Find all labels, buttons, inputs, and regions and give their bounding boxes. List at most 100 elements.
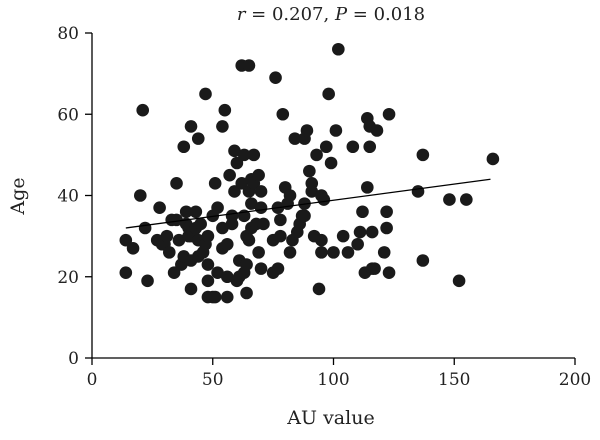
data-point — [269, 71, 282, 84]
data-point — [119, 233, 133, 247]
y-axis-label: Age — [7, 177, 29, 215]
x-tick-label: 150 — [438, 370, 470, 390]
data-point — [242, 59, 256, 72]
data-point — [153, 201, 166, 214]
data-point — [305, 185, 319, 198]
data-point — [201, 258, 215, 271]
title-r-value: = 0.207, — [245, 4, 335, 25]
data-point — [336, 229, 350, 243]
data-point — [271, 262, 285, 275]
data-point — [216, 120, 229, 133]
data-point — [225, 209, 239, 223]
data-point — [283, 189, 297, 202]
data-point — [315, 246, 328, 259]
data-point — [274, 213, 287, 227]
data-point — [452, 274, 466, 288]
data-point — [276, 107, 290, 121]
data-point — [230, 156, 244, 170]
x-tick-label: 50 — [202, 370, 224, 390]
data-point — [312, 282, 326, 296]
y-tick-label: 80 — [57, 24, 79, 44]
title-p-symbol: P — [334, 4, 348, 25]
data-point — [228, 144, 241, 158]
data-points — [119, 42, 500, 304]
data-point — [211, 266, 224, 279]
data-point — [211, 201, 224, 214]
data-point — [172, 233, 186, 247]
data-point — [377, 246, 391, 259]
data-point — [218, 103, 232, 117]
y-tick-label: 0 — [68, 349, 79, 369]
data-point — [160, 229, 174, 243]
data-point — [220, 237, 234, 251]
data-point — [134, 189, 147, 202]
data-point — [126, 242, 140, 255]
trendline — [125, 178, 491, 229]
x-axis-label: AU value — [286, 407, 374, 429]
data-point — [245, 197, 258, 210]
data-point — [319, 140, 333, 154]
data-point — [184, 120, 198, 133]
data-point — [382, 107, 396, 121]
data-point — [254, 201, 268, 214]
data-point — [324, 156, 338, 170]
data-point — [252, 246, 265, 259]
data-point — [240, 258, 253, 271]
data-point — [254, 185, 268, 198]
data-point — [370, 124, 384, 137]
data-point — [327, 246, 340, 259]
data-point — [310, 148, 323, 162]
data-point — [254, 262, 268, 275]
regression-line — [125, 178, 491, 229]
data-point — [189, 205, 203, 219]
data-point — [416, 254, 430, 267]
data-point — [170, 213, 183, 227]
data-point — [194, 217, 207, 231]
chart-title: r = 0.207, P = 0.018 — [237, 4, 425, 25]
data-point — [257, 217, 270, 231]
y-tick-label: 60 — [57, 105, 79, 125]
data-point — [216, 221, 229, 235]
data-point — [380, 205, 393, 219]
data-point — [240, 286, 253, 300]
data-point — [332, 42, 345, 56]
x-tick-label: 200 — [559, 370, 591, 390]
data-point — [288, 132, 302, 145]
data-point — [242, 233, 256, 247]
data-point — [351, 237, 364, 251]
data-point — [460, 193, 473, 206]
data-point — [201, 274, 215, 288]
data-point — [199, 87, 212, 101]
data-point — [317, 193, 331, 206]
data-point — [167, 266, 181, 279]
data-point — [208, 177, 222, 190]
data-point — [486, 152, 500, 166]
data-point — [141, 274, 154, 288]
data-point — [138, 221, 152, 235]
data-point — [184, 282, 198, 296]
data-point — [177, 140, 191, 154]
data-point — [223, 168, 236, 182]
data-point — [283, 246, 297, 259]
x-tick-label: 0 — [87, 370, 98, 390]
data-point — [170, 177, 183, 190]
data-point — [300, 124, 314, 137]
data-point — [303, 164, 316, 178]
data-point — [315, 233, 328, 247]
data-point — [237, 148, 251, 162]
x-tick-label: 100 — [317, 370, 349, 390]
data-point — [201, 229, 215, 243]
data-point — [274, 229, 287, 243]
axes: 0 50 100 150 200 0 20 40 60 80 — [57, 24, 591, 390]
data-point — [136, 103, 150, 117]
data-point — [220, 290, 234, 304]
data-point — [235, 177, 249, 190]
data-point — [191, 132, 205, 145]
data-point — [208, 290, 222, 304]
data-point — [353, 225, 367, 239]
data-point — [411, 185, 425, 198]
data-point — [162, 246, 176, 259]
data-point — [416, 148, 430, 162]
